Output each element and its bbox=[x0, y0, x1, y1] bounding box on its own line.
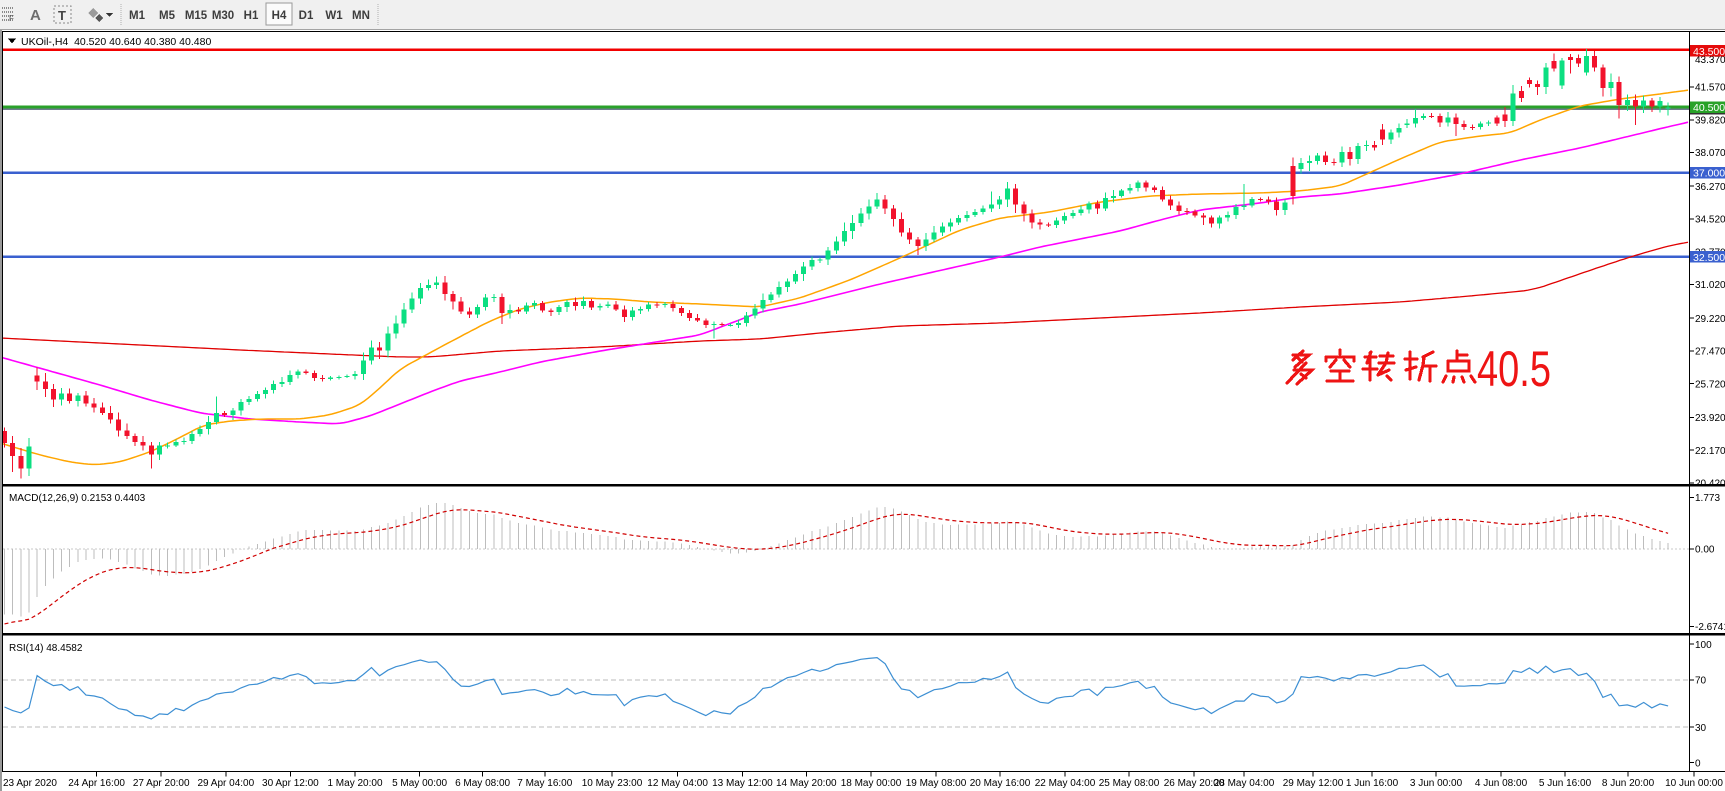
svg-text:22.170: 22.170 bbox=[1695, 446, 1725, 457]
svg-text:M30: M30 bbox=[212, 10, 234, 22]
svg-text:40.5: 40.5 bbox=[1477, 341, 1551, 397]
svg-text:5 Jun 16:00: 5 Jun 16:00 bbox=[1539, 778, 1592, 789]
svg-text:19 May 08:00: 19 May 08:00 bbox=[906, 778, 967, 789]
svg-text:30: 30 bbox=[1695, 723, 1707, 734]
svg-text:38.070: 38.070 bbox=[1695, 148, 1725, 159]
svg-text:25 May 08:00: 25 May 08:00 bbox=[1099, 778, 1160, 789]
svg-text:29 Apr 04:00: 29 Apr 04:00 bbox=[197, 778, 254, 789]
svg-text:40.500: 40.500 bbox=[1693, 102, 1725, 114]
svg-text:UKOil-,H4 40.520 40.640 40.38: UKOil-,H4 40.520 40.640 40.380 40.480 bbox=[21, 36, 211, 48]
svg-text:29.220: 29.220 bbox=[1695, 314, 1725, 325]
svg-text:36.270: 36.270 bbox=[1695, 182, 1725, 193]
svg-text:8 Jun 20:00: 8 Jun 20:00 bbox=[1602, 778, 1655, 789]
svg-text:7 May 16:00: 7 May 16:00 bbox=[517, 778, 572, 789]
svg-text:1 Jun 16:00: 1 Jun 16:00 bbox=[1346, 778, 1399, 789]
svg-text:37.000: 37.000 bbox=[1693, 168, 1725, 180]
svg-text:25.720: 25.720 bbox=[1695, 379, 1725, 390]
svg-text:39.820: 39.820 bbox=[1695, 115, 1725, 126]
svg-text:6 May 08:00: 6 May 08:00 bbox=[455, 778, 510, 789]
svg-text:5 May 00:00: 5 May 00:00 bbox=[392, 778, 447, 789]
svg-text:H1: H1 bbox=[244, 10, 259, 22]
svg-text:43.370: 43.370 bbox=[1695, 55, 1725, 66]
svg-text:10 May 23:00: 10 May 23:00 bbox=[582, 778, 643, 789]
svg-text:0: 0 bbox=[1695, 758, 1701, 769]
svg-text:27.470: 27.470 bbox=[1695, 347, 1725, 358]
svg-text:28 May 04:00: 28 May 04:00 bbox=[1214, 778, 1275, 789]
svg-text:MACD(12,26,9) 0.2153 0.4403: MACD(12,26,9) 0.2153 0.4403 bbox=[9, 493, 146, 504]
svg-text:MN: MN bbox=[352, 10, 370, 22]
svg-text:22 May 04:00: 22 May 04:00 bbox=[1035, 778, 1096, 789]
svg-text:70: 70 bbox=[1695, 675, 1707, 686]
svg-text:T: T bbox=[58, 8, 66, 23]
svg-text:12 May 04:00: 12 May 04:00 bbox=[647, 778, 708, 789]
svg-text:41.570: 41.570 bbox=[1695, 83, 1725, 94]
svg-text:W1: W1 bbox=[325, 10, 343, 22]
svg-text:RSI(14) 48.4582: RSI(14) 48.4582 bbox=[9, 643, 83, 654]
svg-text:-2.6741: -2.6741 bbox=[1695, 622, 1725, 633]
svg-text:0.00: 0.00 bbox=[1695, 545, 1715, 556]
svg-text:26 May 20:00: 26 May 20:00 bbox=[1164, 778, 1225, 789]
svg-text:27 Apr 20:00: 27 Apr 20:00 bbox=[133, 778, 190, 789]
svg-text:D1: D1 bbox=[299, 10, 314, 22]
svg-text:A: A bbox=[30, 7, 41, 24]
svg-text:M1: M1 bbox=[129, 10, 146, 22]
svg-text:H4: H4 bbox=[272, 10, 287, 22]
svg-text:F: F bbox=[9, 14, 14, 23]
svg-text:M5: M5 bbox=[159, 10, 176, 22]
svg-text:3 Jun 00:00: 3 Jun 00:00 bbox=[1410, 778, 1463, 789]
svg-text:4 Jun 08:00: 4 Jun 08:00 bbox=[1475, 778, 1528, 789]
svg-text:24 Apr 16:00: 24 Apr 16:00 bbox=[68, 778, 125, 789]
svg-text:100: 100 bbox=[1695, 640, 1712, 651]
svg-text:20.420: 20.420 bbox=[1695, 479, 1725, 490]
svg-text:34.520: 34.520 bbox=[1695, 215, 1725, 226]
svg-text:20 May 16:00: 20 May 16:00 bbox=[970, 778, 1031, 789]
svg-text:1.773: 1.773 bbox=[1695, 493, 1720, 504]
svg-text:M15: M15 bbox=[185, 10, 208, 22]
svg-text:1 May 20:00: 1 May 20:00 bbox=[327, 778, 382, 789]
svg-text:18 May 00:00: 18 May 00:00 bbox=[841, 778, 902, 789]
svg-text:30 Apr 12:00: 30 Apr 12:00 bbox=[262, 778, 319, 789]
svg-text:32.500: 32.500 bbox=[1693, 252, 1725, 264]
svg-text:13 May 12:00: 13 May 12:00 bbox=[712, 778, 773, 789]
svg-text:14 May 20:00: 14 May 20:00 bbox=[776, 778, 837, 789]
svg-text:43.500: 43.500 bbox=[1693, 46, 1725, 58]
svg-text:29 May 12:00: 29 May 12:00 bbox=[1283, 778, 1344, 789]
svg-text:10 Jun 00:00: 10 Jun 00:00 bbox=[1665, 778, 1723, 789]
svg-text:31.020: 31.020 bbox=[1695, 280, 1725, 291]
svg-text:23.920: 23.920 bbox=[1695, 413, 1725, 424]
svg-text:23 Apr 2020: 23 Apr 2020 bbox=[3, 778, 57, 789]
